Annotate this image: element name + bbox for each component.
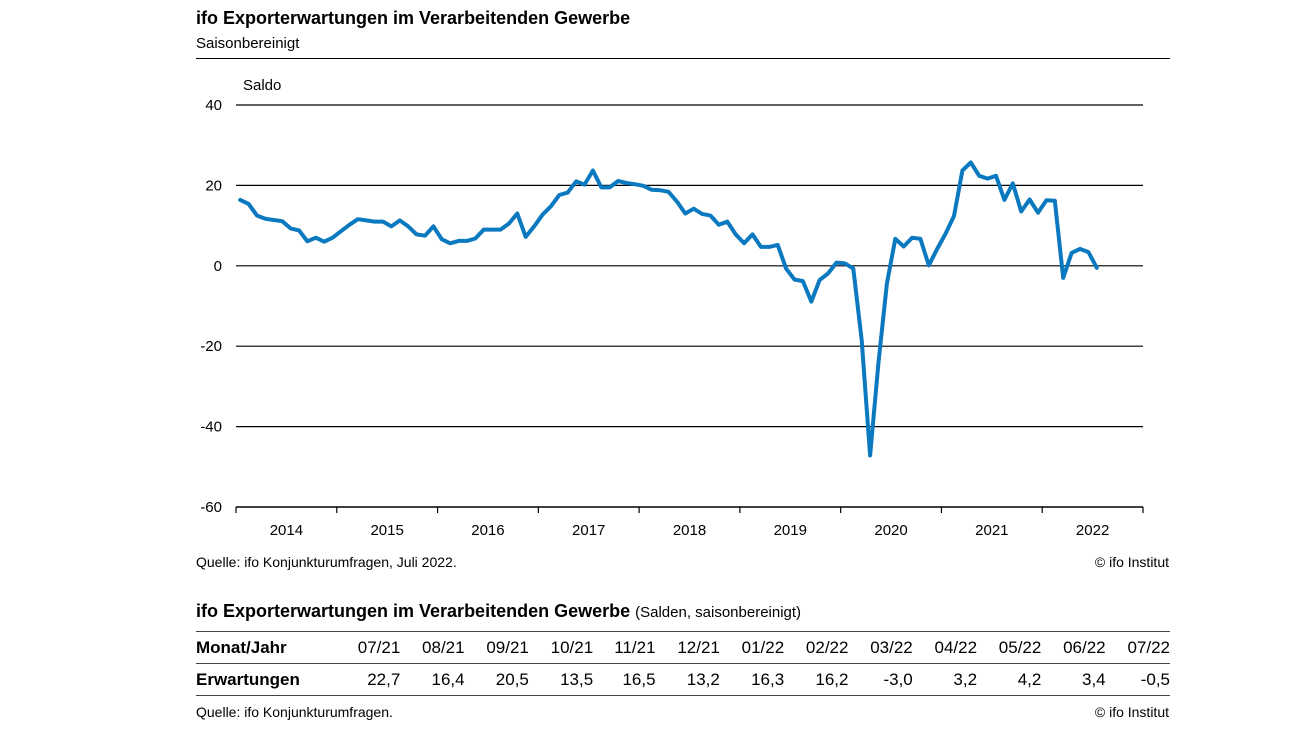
table-month-cell: 04/22	[912, 631, 978, 664]
table-value-cell: 16,2	[784, 663, 849, 696]
table-title-note: (Salden, saisonbereinigt)	[635, 604, 802, 621]
x-axis: 2014 2015 2016 2017 2018 2019 2020 2021 2022	[235, 506, 1144, 539]
table-value-cell: -3,0	[848, 663, 913, 696]
table-row-values: Erwartungen 22,7 16,4 20,5 13,5 16,5 13,2 16,3…	[196, 663, 1170, 696]
x-tick-label: 2014	[270, 522, 303, 539]
chart-copyright: © ifo Institut	[1094, 554, 1169, 570]
x-tick-label: 2018	[673, 522, 706, 539]
table-month-cell: 03/22	[848, 631, 913, 664]
title-rule	[196, 58, 1170, 59]
y-axis-ticks: 40 20 0 -20 -40 -60	[200, 97, 222, 516]
x-tick-label: 2017	[572, 522, 605, 539]
y-tick-label: 40	[205, 97, 222, 114]
table-row-months: Monat/Jahr 07/21 08/21 09/21 10/21 11/21 12/2…	[196, 631, 1170, 664]
x-tick-label: 2016	[471, 522, 504, 539]
table-copyright: © ifo Institut	[1094, 704, 1169, 720]
table-value-cell: 3,4	[1041, 663, 1106, 696]
table-month-cell: 07/22	[1105, 631, 1170, 664]
table-month-cell: 06/22	[1041, 631, 1106, 664]
x-tick-label: 2015	[370, 522, 403, 539]
table-month-cell: 12/21	[655, 631, 720, 664]
table-value-cell: 20,5	[464, 663, 529, 696]
table-value-cell: 16,5	[593, 663, 656, 696]
x-tick-label: 2021	[975, 522, 1008, 539]
table-month-cell: 11/21	[593, 631, 656, 664]
y-tick-label: -20	[200, 338, 222, 355]
data-table: Monat/Jahr 07/21 08/21 09/21 10/21 11/21 12/2…	[196, 631, 1170, 696]
table-value-cell: 16,4	[400, 663, 465, 696]
y-tick-label: -40	[200, 419, 222, 436]
x-tick-label: 2020	[874, 522, 907, 539]
y-tick-label: -60	[200, 499, 222, 516]
chart-subtitle: Saisonbereinigt	[196, 35, 300, 52]
table-title-text: ifo Exporterwartungen im Verarbeitenden …	[196, 601, 631, 621]
table-month-cell: 10/21	[528, 631, 594, 664]
row-label-values: Erwartungen	[196, 663, 336, 696]
row-label-months: Monat/Jahr	[196, 631, 336, 664]
table-value-cell: 4,2	[977, 663, 1042, 696]
y-tick-label: 20	[205, 177, 222, 194]
chart-source: Quelle: ifo Konjunkturumfragen, Juli 202…	[196, 554, 457, 570]
table-month-cell: 02/22	[784, 631, 849, 664]
table-value-cell: 22,7	[336, 663, 401, 696]
grid	[236, 104, 1143, 428]
table-value-cell: -0,5	[1105, 663, 1170, 696]
x-tick-label: 2022	[1076, 522, 1109, 539]
table-value-cell: 13,5	[528, 663, 594, 696]
table-month-cell: 05/22	[977, 631, 1042, 664]
y-tick-label: 0	[214, 258, 222, 275]
series-line	[238, 160, 1099, 458]
table-month-cell: 08/21	[400, 631, 465, 664]
table-value-cell: 16,3	[719, 663, 785, 696]
table-month-cell: 09/21	[464, 631, 529, 664]
table-month-cell: 07/21	[336, 631, 401, 664]
table-value-cell: 3,2	[912, 663, 978, 696]
table-month-cell: 01/22	[719, 631, 785, 664]
chart-title: ifo Exporterwartungen im Verarbeitenden …	[196, 8, 631, 28]
table-source: Quelle: ifo Konjunkturumfragen.	[196, 704, 393, 720]
table-title: ifo Exporterwartungen im Verarbeitenden …	[196, 601, 801, 622]
x-tick-label: 2019	[774, 522, 807, 539]
table-value-cell: 13,2	[655, 663, 720, 696]
y-axis-label: Saldo	[243, 77, 281, 94]
